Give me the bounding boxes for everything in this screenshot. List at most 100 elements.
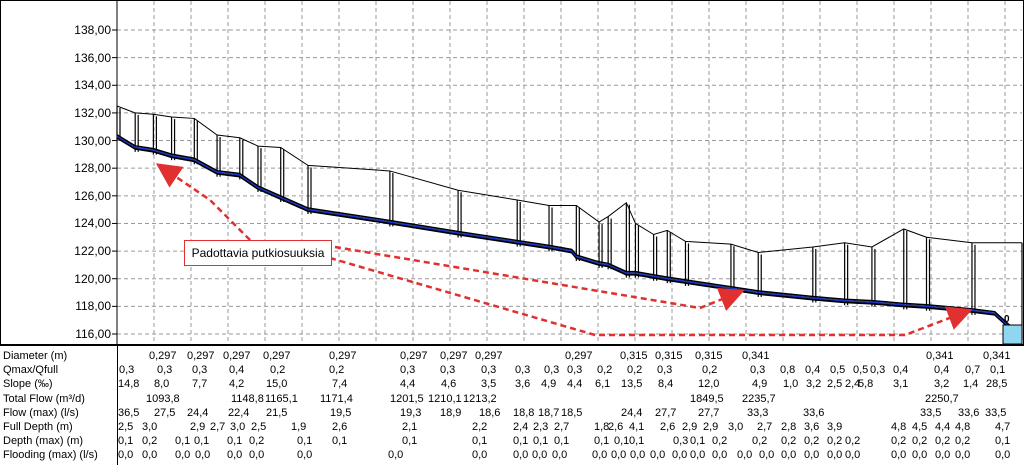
- table-cell: 0,1: [332, 435, 348, 448]
- table-cell: 0,297: [400, 350, 428, 362]
- table-cell: 13,5: [621, 378, 643, 391]
- table-cell: 7,4: [332, 378, 348, 391]
- table-cell: 0,0: [249, 449, 265, 462]
- y-axis-label: 124,00: [74, 216, 111, 231]
- table-cell: 1,4: [963, 378, 979, 391]
- table-cell: 0,297: [329, 350, 357, 362]
- table-cell: 18,7: [538, 406, 560, 419]
- table-cell: 4,5: [912, 421, 928, 433]
- table-cell: 0,0: [650, 449, 666, 462]
- table-cell: 5,8: [858, 378, 874, 391]
- table-cell: 0,297: [263, 350, 291, 362]
- table-cell: 0,0: [297, 449, 313, 462]
- table-row-label: Flooding (max) (l/s): [3, 449, 98, 462]
- table-cell: 3,5: [481, 378, 497, 391]
- table-cell: 0,0: [118, 449, 134, 462]
- table-cell: 0,1: [594, 435, 610, 448]
- table-row-label: Slope (‰): [3, 378, 53, 391]
- table-cell: 0,2: [702, 364, 718, 377]
- y-axis-label: 138,00: [74, 23, 111, 37]
- table-cell: 0,297: [440, 350, 468, 362]
- table-cell: 0,0: [935, 449, 951, 462]
- table-cell: 0,2: [329, 364, 345, 377]
- table-cell: 6,1: [595, 378, 611, 391]
- table-cell: 0,2: [827, 435, 843, 448]
- table-cell: 0,0: [513, 449, 529, 462]
- table-cell: 0,4: [934, 364, 950, 377]
- outlet-label: 0: [1004, 314, 1010, 325]
- table-cell: 0,0: [388, 449, 404, 462]
- table-cell: 33,6: [958, 406, 980, 419]
- table-row-label: Total Flow (m³/d): [3, 392, 85, 405]
- callout-arrow-3: [329, 256, 973, 337]
- table-cell: 0,1: [175, 435, 191, 448]
- table-cell: 18,8: [513, 406, 535, 419]
- table-cell: 0,2: [627, 364, 643, 377]
- table-cell: 2,6: [660, 421, 676, 433]
- table-cell: 4,4: [935, 421, 951, 433]
- table-cell: 0,3: [657, 364, 673, 377]
- table-cell: 0,0: [891, 449, 907, 462]
- table-cell: 18,9: [440, 406, 462, 419]
- table-cell: 0,0: [195, 449, 211, 462]
- table-cell: 3,0: [142, 421, 158, 433]
- table-cell: 2,7: [757, 421, 773, 433]
- table-cell: 1210,1: [428, 392, 462, 405]
- table-cell: 0,0: [759, 449, 775, 462]
- table-cell: 0,1: [194, 435, 210, 448]
- table-cell: 12,0: [698, 378, 720, 391]
- table-cell: 0,0: [472, 449, 488, 462]
- table-cell: 0,0: [712, 449, 728, 462]
- outlet-water-level: [1002, 324, 1023, 345]
- table-cell: 0,2: [955, 435, 971, 448]
- table-cell: 3,9: [827, 421, 843, 433]
- table-cell: 1213,2: [463, 392, 497, 405]
- pipe-water-line: [116, 135, 1023, 336]
- table-cell: 0,0: [611, 449, 627, 462]
- table-cell: 33,5: [985, 406, 1007, 419]
- table-cell: 0,297: [565, 350, 593, 362]
- table-cell: 18,6: [479, 406, 501, 419]
- table-cell: 0,341: [742, 350, 770, 362]
- table-cell: 2,6: [332, 421, 348, 433]
- table-cell: 0,3: [440, 364, 456, 377]
- table-cell: 4,7: [995, 421, 1011, 433]
- table-cell: 0,3: [870, 364, 886, 377]
- table-cell: 0,0: [552, 449, 568, 462]
- table-cell: 2,4: [845, 378, 861, 391]
- table-cell: 4,9: [752, 378, 768, 391]
- table-cell: 0,297: [187, 350, 215, 362]
- table-cell: 0,3: [673, 435, 689, 448]
- table-cell: 2,4: [513, 421, 529, 433]
- table-cell: 0,2: [142, 435, 158, 448]
- table-cell: 2,9: [190, 421, 206, 433]
- profile-data-table: Diameter (m) 0,297 0,297 0,297 0,297 0,297 0,2…: [0, 345, 1024, 465]
- table-cell: 0,297: [475, 350, 503, 362]
- table-cell: 0,4: [229, 364, 245, 377]
- table-cell: 18,5: [561, 406, 583, 419]
- table-cell: 2,7: [554, 421, 570, 433]
- pipe-invert-line: [116, 136, 1023, 338]
- table-cell: 2,1: [402, 421, 418, 433]
- table-cell: 2,9: [682, 421, 698, 433]
- table-cell: 0,0: [804, 449, 820, 462]
- table-cell: 0,3: [119, 364, 135, 377]
- callout-arrow-2: [334, 245, 745, 312]
- profile-svg: [0, 0, 1024, 345]
- table-cell: 4,6: [441, 378, 457, 391]
- table-cell: 1,0: [783, 378, 799, 391]
- table-top-border: [0, 345, 1024, 346]
- table-cell: 0,3: [192, 364, 208, 377]
- table-cell: 4,8: [955, 421, 971, 433]
- table-cell: 0,315: [655, 350, 683, 362]
- table-cell: 0,0: [737, 449, 753, 462]
- table-cell: 2250,7: [925, 392, 959, 405]
- table-cell: 0,1: [629, 435, 645, 448]
- table-cell: 0,315: [620, 350, 648, 362]
- table-cell: 27,7: [698, 406, 720, 419]
- table-cell: 0,2: [752, 435, 768, 448]
- table-cell: 0,341: [983, 350, 1011, 362]
- table-cell: 0,2: [935, 435, 951, 448]
- table-cell: 0,4: [805, 364, 821, 377]
- y-axis-label: 136,00: [74, 50, 111, 65]
